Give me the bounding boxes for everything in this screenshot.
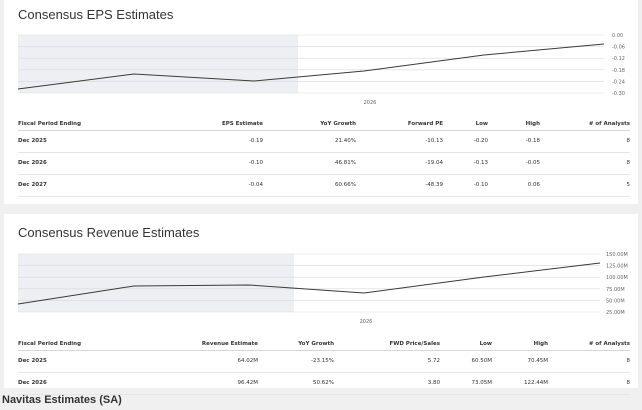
col-header[interactable]: Fiscal Period Ending	[18, 118, 158, 131]
revenue-y-tick-3: 75.00M	[606, 287, 625, 293]
col-header[interactable]: Forward PE	[356, 118, 443, 131]
table-cell: -0.04	[158, 174, 263, 197]
table-row: Dec 2025 -0.19 21.40% -10.13 -0.20 -0.18…	[18, 130, 630, 153]
eps-y-tick-0: 0.00	[612, 33, 623, 39]
eps-history-shade	[18, 35, 298, 93]
eps-y-tick-1: -0.06	[612, 45, 625, 51]
table-cell: -48.39	[356, 174, 443, 197]
period-cell: Dec 2025	[18, 130, 158, 153]
eps-gridlines	[18, 34, 604, 94]
table-row: Dec 2027 -0.04 60.66% -48.39 -0.10 0.06 …	[18, 174, 630, 197]
eps-estimates-card: Consensus EPS Estimates 0.00 -0.06 -0.12…	[4, 0, 638, 204]
table-cell: -0.05	[488, 152, 540, 175]
table-cell: 8	[540, 130, 630, 153]
period-cell: Dec 2025	[18, 350, 158, 373]
revenue-estimates-card: Consensus Revenue Estimates 150.00M 125.…	[4, 214, 638, 395]
eps-y-tick-5: -0.30	[612, 91, 625, 97]
revenue-y-tick-4: 50.00M	[606, 298, 625, 304]
revenue-x-tick: 2026	[360, 319, 373, 325]
table-cell: -0.20	[443, 130, 488, 153]
period-cell: Dec 2026	[18, 152, 158, 175]
table-cell: 5	[540, 174, 630, 197]
table-cell: 8	[540, 152, 630, 175]
eps-trend-chart: 0.00 -0.06 -0.12 -0.18 -0.24 -0.30 2026	[17, 33, 625, 106]
revenue-trend-chart: 150.00M 125.00M 100.00M 75.00M 50.00M 25…	[17, 252, 628, 325]
eps-card-title: Consensus EPS Estimates	[18, 7, 174, 22]
col-header[interactable]: # of Analysts	[548, 338, 630, 351]
revenue-estimates-table: Fiscal Period Ending Revenue Estimate Yo…	[18, 338, 630, 395]
period-cell: Dec 2027	[18, 174, 158, 197]
table-cell: -0.13	[443, 152, 488, 175]
period-cell: Dec 2026	[18, 372, 158, 395]
table-row: Dec 2026 -0.10 46.81% -19.04 -0.13 -0.05…	[18, 152, 630, 175]
col-header[interactable]: Revenue Estimate	[158, 338, 258, 351]
table-cell: 50.62%	[258, 372, 334, 395]
revenue-trend-line	[17, 262, 601, 305]
col-header[interactable]: Low	[443, 118, 488, 131]
table-cell: 8	[548, 350, 630, 373]
revenue-history-shade	[18, 254, 294, 312]
table-cell: 21.40%	[263, 130, 356, 153]
table-cell: 64.02M	[158, 350, 258, 373]
table-cell: 3.80	[334, 372, 440, 395]
table-cell: 46.81%	[263, 152, 356, 175]
table-cell: -0.10	[443, 174, 488, 197]
col-header[interactable]: # of Analysts	[540, 118, 630, 131]
table-cell: -0.10	[158, 152, 263, 175]
eps-estimates-table: Fiscal Period Ending EPS Estimate YoY Gr…	[18, 118, 630, 197]
table-cell: 0.06	[488, 174, 540, 197]
table-cell: -10.13	[356, 130, 443, 153]
eps-y-tick-2: -0.12	[612, 56, 625, 62]
eps-y-tick-4: -0.24	[612, 79, 625, 85]
col-header[interactable]: FWD Price/Sales	[334, 338, 440, 351]
image-caption: Navitas Estimates (SA)	[2, 394, 122, 406]
col-header[interactable]: EPS Estimate	[158, 118, 263, 131]
table-cell: -23.15%	[258, 350, 334, 373]
revenue-y-tick-0: 150.00M	[606, 252, 628, 258]
eps-x-tick: 2026	[364, 100, 377, 106]
revenue-card-title: Consensus Revenue Estimates	[18, 225, 200, 240]
table-cell: -0.18	[488, 130, 540, 153]
revenue-y-tick-5: 25.00M	[606, 310, 625, 316]
table-cell: -0.19	[158, 130, 263, 153]
table-cell: 8	[548, 372, 630, 395]
col-header[interactable]: High	[492, 338, 548, 351]
table-row: Dec 2026 96.42M 50.62% 3.80 73.05M 122.4…	[18, 372, 630, 395]
table-cell: 122.44M	[492, 372, 548, 395]
eps-table-header: Fiscal Period Ending EPS Estimate YoY Gr…	[18, 118, 630, 131]
col-header[interactable]: YoY Growth	[258, 338, 334, 351]
table-cell: 70.45M	[492, 350, 548, 373]
col-header[interactable]: High	[488, 118, 540, 131]
col-header[interactable]: YoY Growth	[263, 118, 356, 131]
table-cell: 60.50M	[440, 350, 492, 373]
eps-trend-line	[17, 43, 605, 90]
table-cell: -19.04	[356, 152, 443, 175]
table-row: Dec 2025 64.02M -23.15% 5.72 60.50M 70.4…	[18, 350, 630, 373]
col-header[interactable]: Low	[440, 338, 492, 351]
revenue-y-tick-2: 100.00M	[606, 275, 628, 281]
table-cell: 60.66%	[263, 174, 356, 197]
table-cell: 73.05M	[440, 372, 492, 395]
revenue-table-header: Fiscal Period Ending Revenue Estimate Yo…	[18, 338, 630, 351]
eps-y-tick-3: -0.18	[612, 68, 625, 74]
col-header[interactable]: Fiscal Period Ending	[18, 338, 158, 351]
table-cell: 96.42M	[158, 372, 258, 395]
table-cell: 5.72	[334, 350, 440, 373]
revenue-y-tick-1: 125.00M	[606, 264, 628, 270]
